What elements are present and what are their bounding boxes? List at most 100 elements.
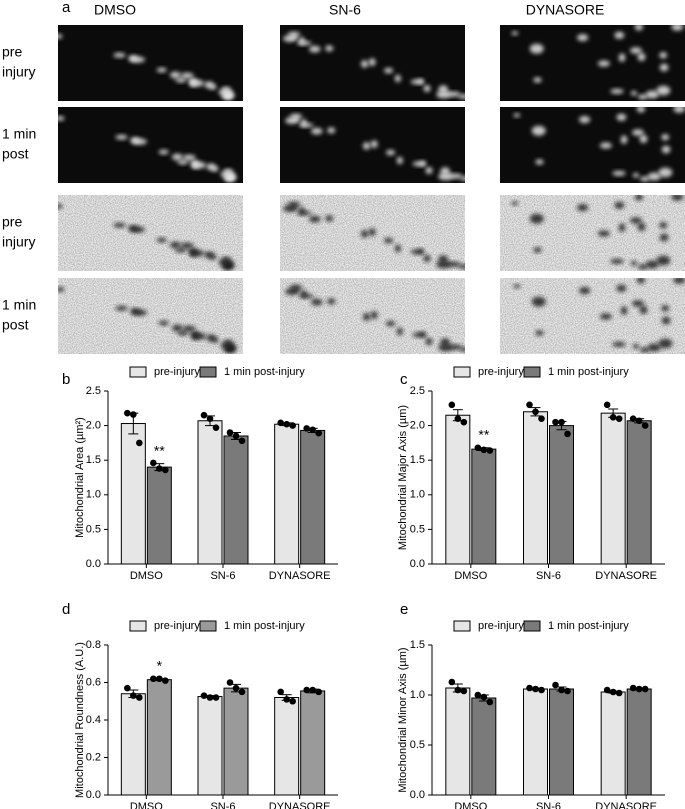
mito (327, 298, 336, 305)
micrograph (280, 195, 465, 271)
data-point (124, 684, 131, 692)
mito (156, 237, 167, 243)
mito (385, 320, 396, 327)
legend-swatch (523, 366, 541, 378)
panel-label: a (62, 0, 71, 16)
image-content (280, 107, 465, 183)
x-tick-label: DYNASORE (269, 570, 331, 582)
mito (425, 337, 433, 346)
micrograph (58, 195, 243, 271)
mito (513, 113, 521, 118)
mito (298, 294, 314, 299)
data-point (226, 679, 234, 686)
micrograph (280, 278, 465, 354)
bar (549, 688, 574, 796)
y-tick-label: 1.5 (86, 454, 101, 466)
mito (180, 242, 194, 249)
mito (310, 127, 323, 135)
y-tick-label: 1.0 (86, 489, 101, 501)
x-tick-label: DMSO (454, 801, 487, 809)
mito (396, 156, 403, 165)
mito (220, 342, 236, 349)
data-point (136, 439, 143, 447)
micrograph (500, 195, 685, 271)
y-tick-label: 0.0 (86, 789, 101, 801)
mito (423, 84, 431, 93)
mito (169, 71, 181, 79)
legend-label: 1 min post-injury (548, 620, 629, 632)
mito (325, 45, 334, 52)
mito (612, 170, 626, 176)
mito (535, 330, 544, 336)
data-point (136, 694, 143, 701)
mito (175, 247, 187, 253)
row-label: injury (2, 64, 35, 80)
mito (639, 176, 650, 182)
data-point (615, 415, 623, 422)
mito (58, 33, 63, 39)
data-point (200, 411, 208, 419)
micrograph (58, 107, 243, 183)
legend-label: pre-injury (478, 366, 524, 378)
mito (191, 334, 199, 340)
data-point (564, 430, 571, 438)
micrograph (280, 107, 465, 183)
mito (128, 55, 138, 61)
data-point (309, 426, 316, 434)
mito (632, 300, 644, 307)
image-noise (58, 25, 243, 101)
mito (531, 125, 546, 136)
bar (445, 414, 471, 565)
row-label: 1 min (2, 297, 36, 313)
mito (308, 45, 321, 53)
data-point (156, 675, 163, 683)
mito (175, 77, 187, 83)
mito (661, 145, 671, 154)
mito (637, 264, 648, 270)
mito (425, 166, 433, 175)
x-tick-label: DYNASORE (595, 801, 657, 809)
mito (636, 107, 646, 113)
data-point (454, 415, 462, 422)
x-tick-label: SN-6 (210, 570, 235, 582)
mito (460, 176, 465, 181)
data-point (538, 415, 545, 422)
mito (438, 343, 454, 352)
data-point (206, 694, 214, 701)
data-point (303, 425, 310, 432)
mito (113, 52, 126, 58)
data-point (315, 688, 322, 696)
data-point (609, 413, 617, 421)
mito (599, 142, 612, 149)
data-point (480, 446, 488, 454)
micrograph (500, 25, 685, 101)
data-point (526, 684, 533, 692)
mito (220, 171, 236, 178)
data-point (124, 409, 131, 417)
mito (128, 225, 138, 231)
mito (529, 43, 544, 54)
y-axis-label: Mitochondrial Roundness (A.U.) (74, 642, 86, 798)
mito (177, 159, 189, 165)
mito (285, 288, 299, 296)
data-point (532, 685, 539, 693)
mito (535, 159, 544, 165)
x-tick-label: SN-6 (210, 801, 235, 809)
row-label: injury (2, 234, 35, 250)
mito (412, 161, 426, 167)
mito (599, 313, 612, 320)
data-point (635, 417, 643, 425)
mito (634, 25, 644, 31)
mito (296, 41, 312, 46)
data-point (212, 424, 220, 431)
mito (576, 34, 589, 42)
image-content (58, 278, 243, 354)
row-label: post (2, 317, 29, 333)
image-content (58, 25, 243, 101)
bar (523, 688, 548, 796)
mito (438, 85, 449, 93)
data-point (200, 692, 208, 699)
data-point (603, 401, 611, 409)
legend-swatch (129, 620, 147, 632)
image-noise (500, 107, 685, 183)
